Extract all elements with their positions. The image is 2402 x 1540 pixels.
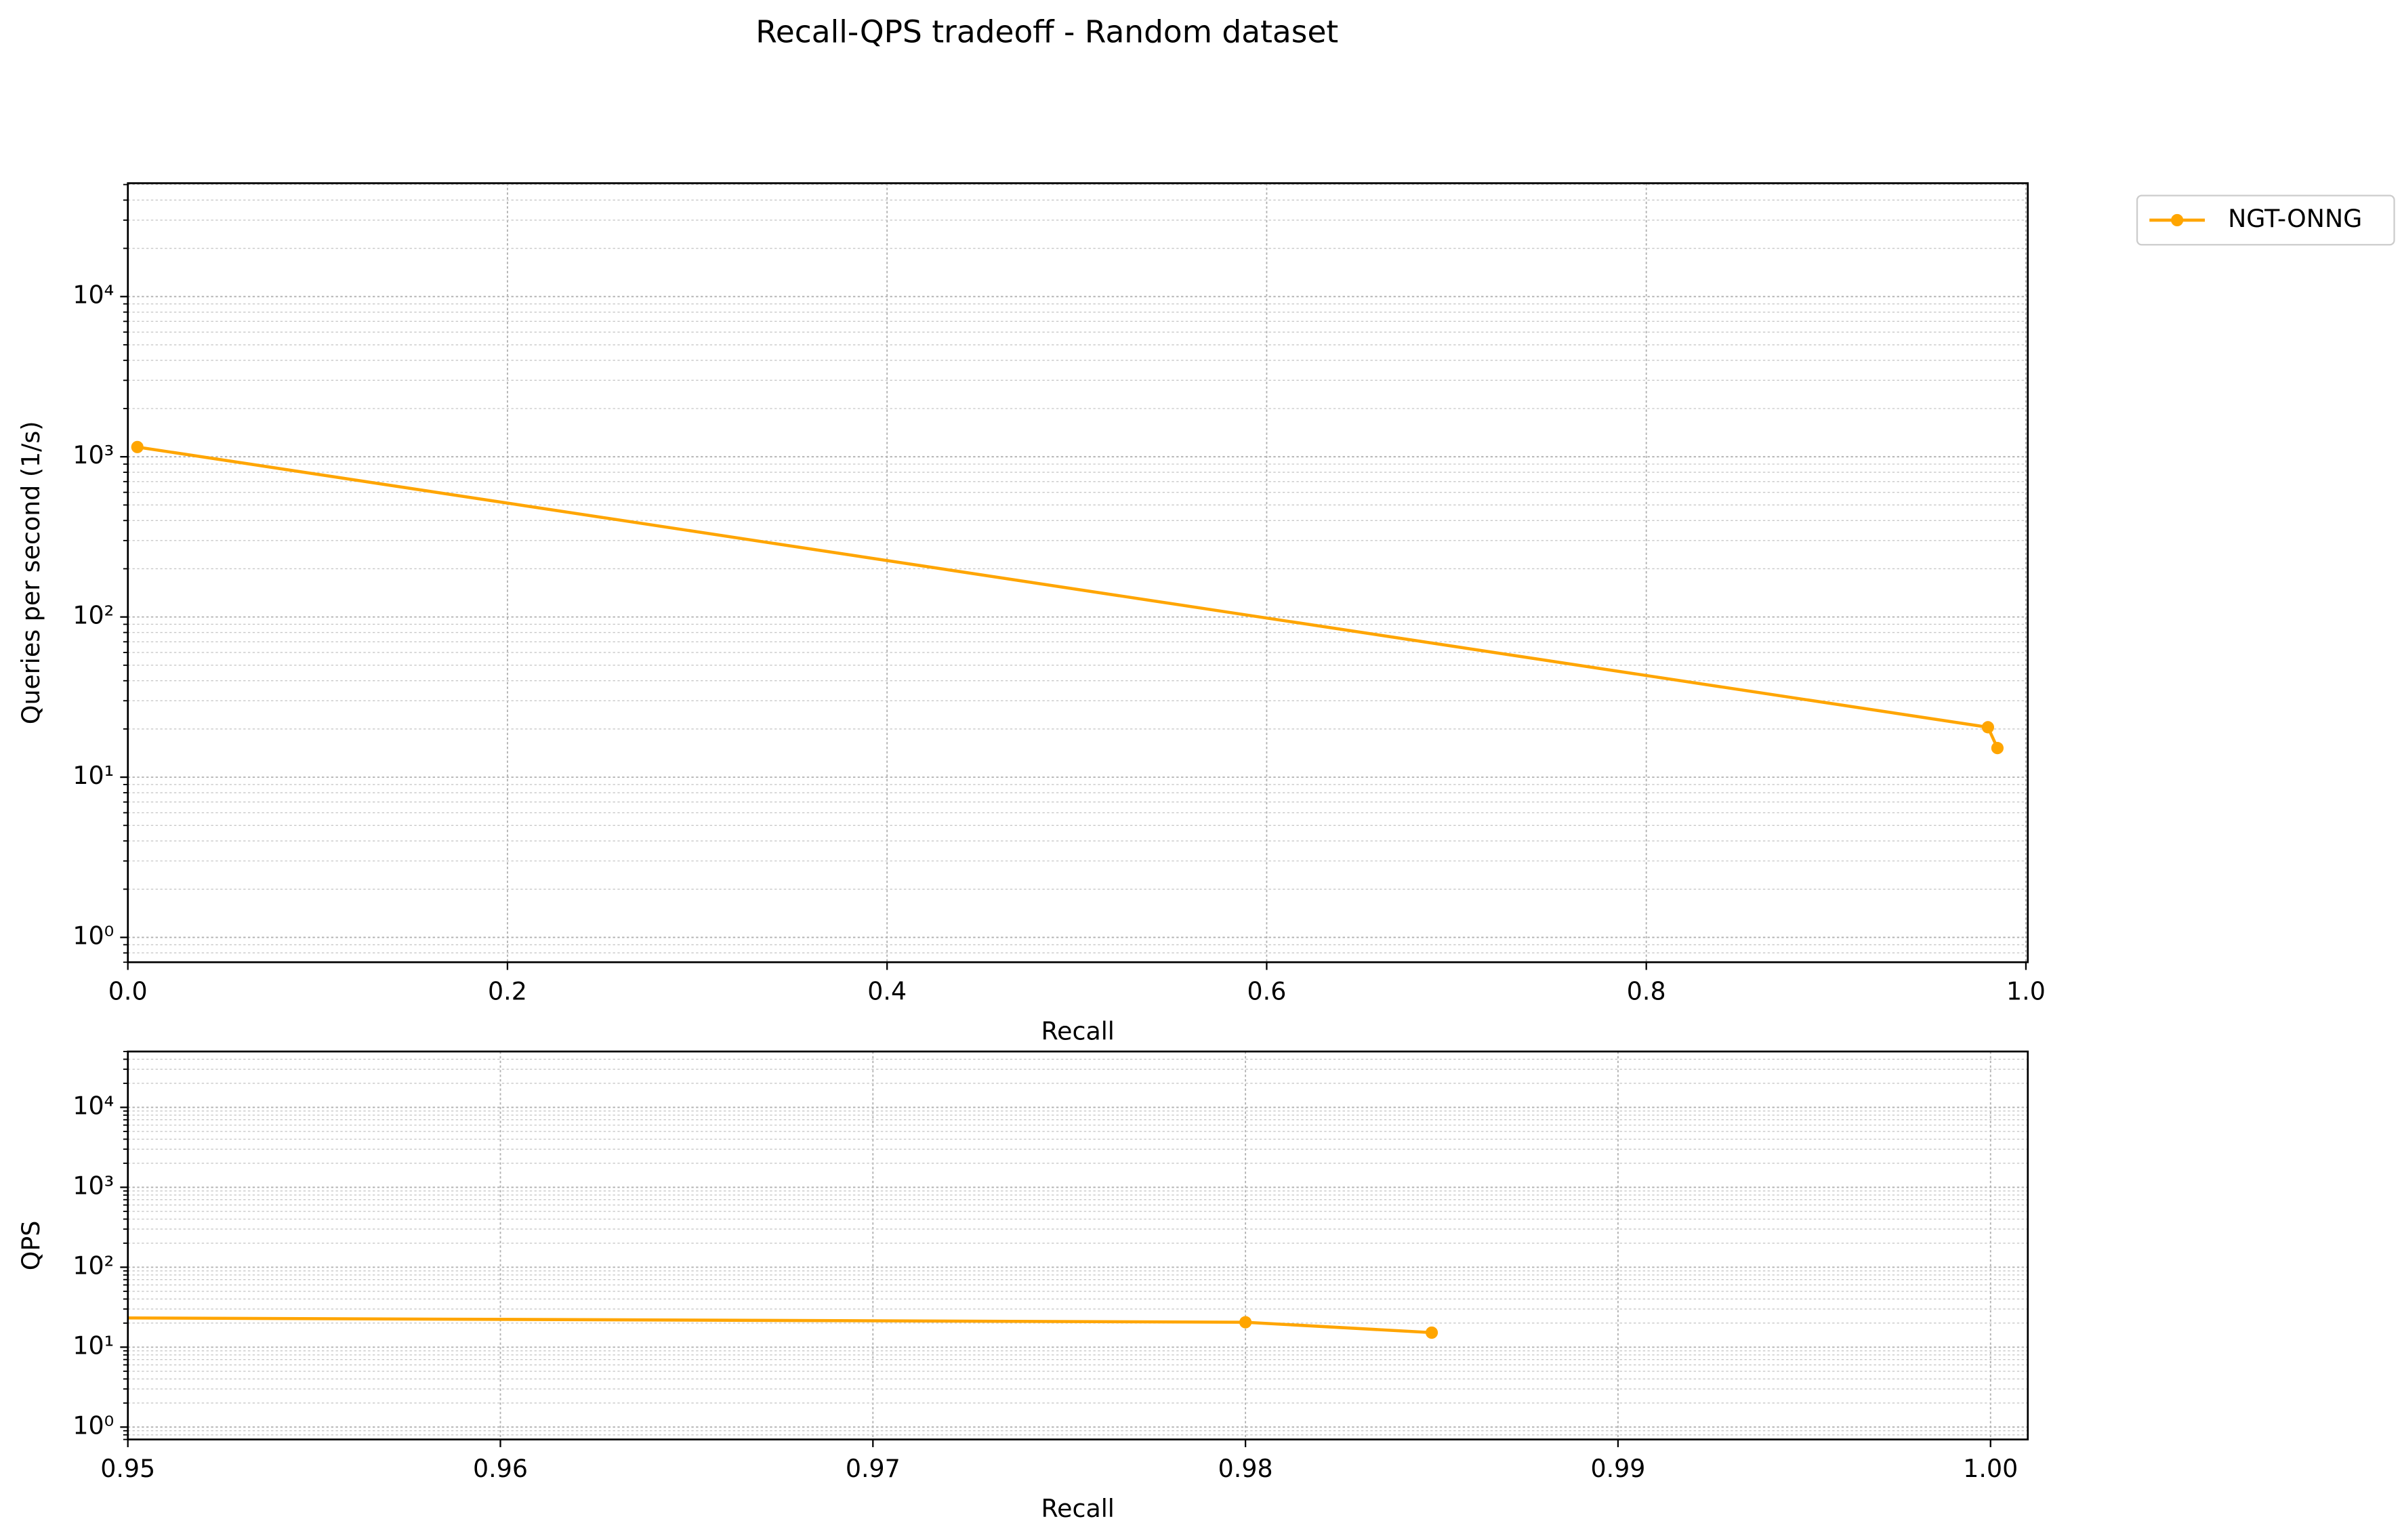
x-axis-label: Recall (1041, 1017, 1114, 1046)
y-tick-label: 10³ (73, 1171, 114, 1200)
y-tick-label: 10² (73, 1251, 114, 1280)
legend-label: NGT-ONNG (2228, 204, 2362, 233)
data-point (1981, 721, 1994, 734)
data-point (1991, 742, 2004, 755)
y-tick-label: 10⁰ (73, 921, 114, 951)
x-tick-label: 0.98 (1218, 1454, 1273, 1483)
x-axis-label: Recall (1041, 1494, 1114, 1523)
data-point (131, 440, 144, 453)
y-tick-label: 10³ (73, 440, 114, 470)
y-tick-label: 10¹ (73, 761, 114, 790)
x-tick-label: 0.6 (1247, 977, 1287, 1006)
x-tick-label: 1.00 (1963, 1454, 2018, 1483)
x-tick-label: 0.95 (100, 1454, 155, 1483)
y-axis-label: Queries per second (1/s) (16, 421, 45, 724)
x-tick-label: 0.99 (1590, 1454, 1645, 1483)
y-tick-label: 10⁴ (73, 280, 114, 310)
y-tick-label: 10⁴ (73, 1091, 114, 1120)
x-tick-label: 1.0 (2006, 977, 2046, 1006)
x-tick-label: 0.96 (473, 1454, 528, 1483)
x-tick-label: 0.2 (488, 977, 527, 1006)
x-tick-label: 0.4 (867, 977, 907, 1006)
y-tick-label: 10⁰ (73, 1411, 114, 1440)
legend: NGT-ONNG (2136, 194, 2395, 246)
legend-marker (2171, 213, 2184, 227)
chart-title: Recall-QPS tradeoff - Random dataset (755, 14, 1338, 49)
plot-area (127, 1316, 1438, 1339)
x-tick-label: 0.0 (108, 977, 148, 1006)
x-tick-label: 0.8 (1627, 977, 1666, 1006)
data-point (1239, 1316, 1252, 1329)
data-point (1425, 1326, 1438, 1339)
y-tick-label: 10¹ (73, 1331, 114, 1360)
y-axis-label: QPS (16, 1221, 45, 1271)
legend-frame (2136, 194, 2395, 246)
x-tick-label: 0.97 (846, 1454, 900, 1483)
axes-frame (127, 182, 2029, 963)
plot-area (131, 440, 2004, 755)
y-tick-label: 10² (73, 601, 114, 630)
axes-frame (127, 1050, 2029, 1440)
